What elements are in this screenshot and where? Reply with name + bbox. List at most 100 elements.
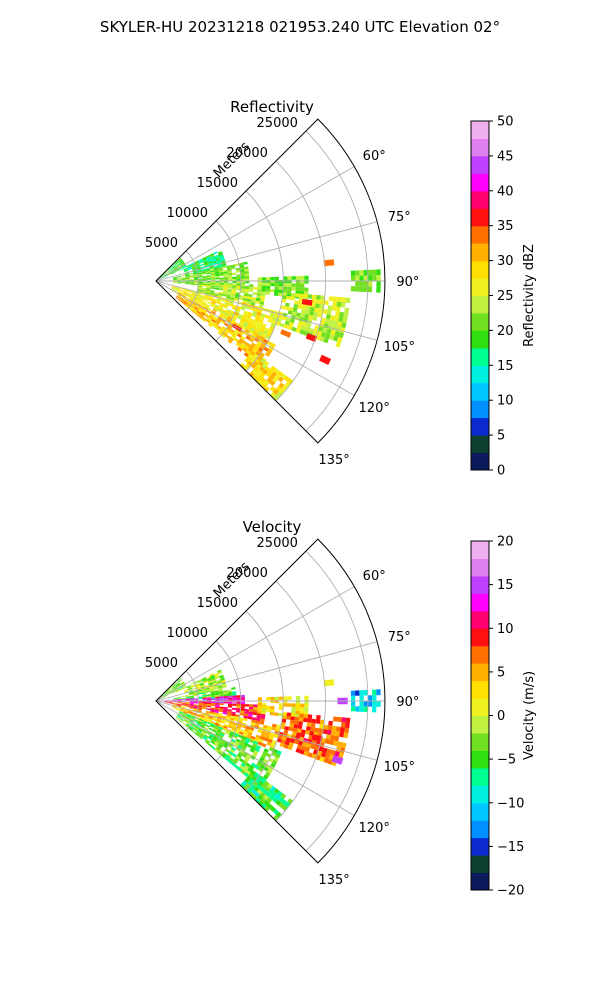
- radar-bin: [228, 330, 234, 336]
- radar-bin: [176, 704, 182, 706]
- radar-bin: [376, 275, 381, 281]
- radar-bin: [203, 297, 209, 300]
- radar-bin: [179, 688, 184, 691]
- radar-bin: [182, 722, 186, 726]
- radar-bin: [249, 345, 255, 350]
- radar-bin: [316, 750, 323, 757]
- radar-bin: [198, 259, 203, 263]
- radar-bin: [216, 318, 222, 322]
- radar-bin: [236, 333, 242, 338]
- radar-bin: [213, 307, 218, 311]
- radar-bin: [195, 683, 200, 687]
- radar-bin: [166, 691, 171, 695]
- radar-bin: [210, 693, 216, 696]
- radar-bin: [270, 280, 275, 284]
- colorbar-segment: [471, 802, 489, 821]
- radar-bin: [225, 754, 231, 760]
- radar-bin: [202, 702, 207, 705]
- radar-bin: [254, 317, 260, 322]
- radar-bin: [217, 307, 223, 311]
- radar-bin: [171, 288, 176, 291]
- radar-bin: [292, 307, 298, 313]
- radar-bin: [159, 277, 164, 280]
- radar-bin: [198, 735, 203, 740]
- radar-cell: [280, 329, 292, 338]
- radar-bin: [284, 740, 290, 746]
- radar-bin: [278, 289, 283, 294]
- radar-bin: [210, 271, 215, 274]
- radar-bin: [244, 268, 249, 272]
- radar-bin: [252, 709, 258, 713]
- radar-bin: [333, 335, 339, 342]
- radar-bin: [258, 380, 264, 386]
- radar-bin: [273, 313, 279, 319]
- grid-spoke: [155, 700, 378, 761]
- radar-bin: [240, 278, 246, 281]
- radar-bin: [179, 711, 184, 714]
- radar-bin: [372, 706, 377, 713]
- radar-bin: [172, 685, 177, 689]
- radar-bin: [310, 722, 316, 728]
- radar-bin: [240, 362, 246, 368]
- radar-bin: [236, 288, 241, 291]
- radar-bin: [167, 273, 172, 276]
- radar-bin: [202, 278, 207, 280]
- grid-spoke: [155, 280, 378, 341]
- radar-bin: [202, 694, 207, 697]
- radar-bin: [269, 380, 276, 386]
- radar-bin: [189, 693, 194, 696]
- radar-bin: [182, 301, 187, 305]
- radar-bin: [207, 736, 213, 741]
- radar-bin: [202, 282, 207, 285]
- radar-bin: [196, 687, 201, 690]
- radar-bin: [172, 697, 177, 699]
- radar-bin: [344, 727, 350, 734]
- colorbar-segment: [471, 225, 489, 244]
- radar-bin: [287, 310, 293, 315]
- radar-bin: [221, 326, 227, 331]
- radar-bin: [240, 288, 245, 292]
- radar-bin: [201, 318, 206, 322]
- radar-bin: [218, 726, 223, 730]
- radar-bin: [262, 751, 268, 756]
- radar-bin: [257, 285, 262, 289]
- radar-bin: [205, 267, 210, 270]
- radar-bin: [214, 687, 219, 690]
- radar-bin: [252, 752, 258, 758]
- radar-bin: [249, 739, 255, 744]
- radar-bin: [267, 329, 274, 334]
- radar-bin: [195, 731, 200, 736]
- radar-bin: [327, 758, 333, 765]
- radar-bin: [261, 383, 267, 389]
- radar-bin: [205, 292, 210, 295]
- radar-bin: [193, 690, 198, 693]
- radar-bin: [230, 310, 235, 315]
- radar-bin: [272, 797, 278, 803]
- radar-bin: [225, 334, 231, 340]
- radar-bin: [318, 326, 324, 332]
- radar-bin: [210, 256, 216, 260]
- radar-bin: [335, 341, 341, 348]
- radar-bin: [219, 749, 224, 754]
- radar-bin: [239, 262, 244, 266]
- radar-bin: [214, 709, 219, 712]
- r-tick-label: 5000: [145, 236, 178, 251]
- radar-bin: [240, 271, 245, 275]
- radar-bin: [341, 717, 347, 723]
- radar-bin: [178, 258, 182, 262]
- radar-bin: [175, 288, 180, 291]
- radar-cell: [323, 259, 335, 267]
- radar-bin: [202, 277, 207, 279]
- radar-bin: [262, 330, 268, 335]
- radar-bin: [268, 315, 274, 320]
- radar-bin: [199, 682, 204, 685]
- radar-bin: [172, 281, 178, 283]
- radar-bin: [248, 773, 254, 779]
- radar-bin: [291, 286, 296, 291]
- radar-bin: [289, 318, 295, 324]
- colorbar-tick-label: 20: [497, 535, 514, 550]
- radar-bin: [255, 720, 261, 724]
- radar-bin: [286, 290, 292, 294]
- radar-bin: [221, 333, 226, 339]
